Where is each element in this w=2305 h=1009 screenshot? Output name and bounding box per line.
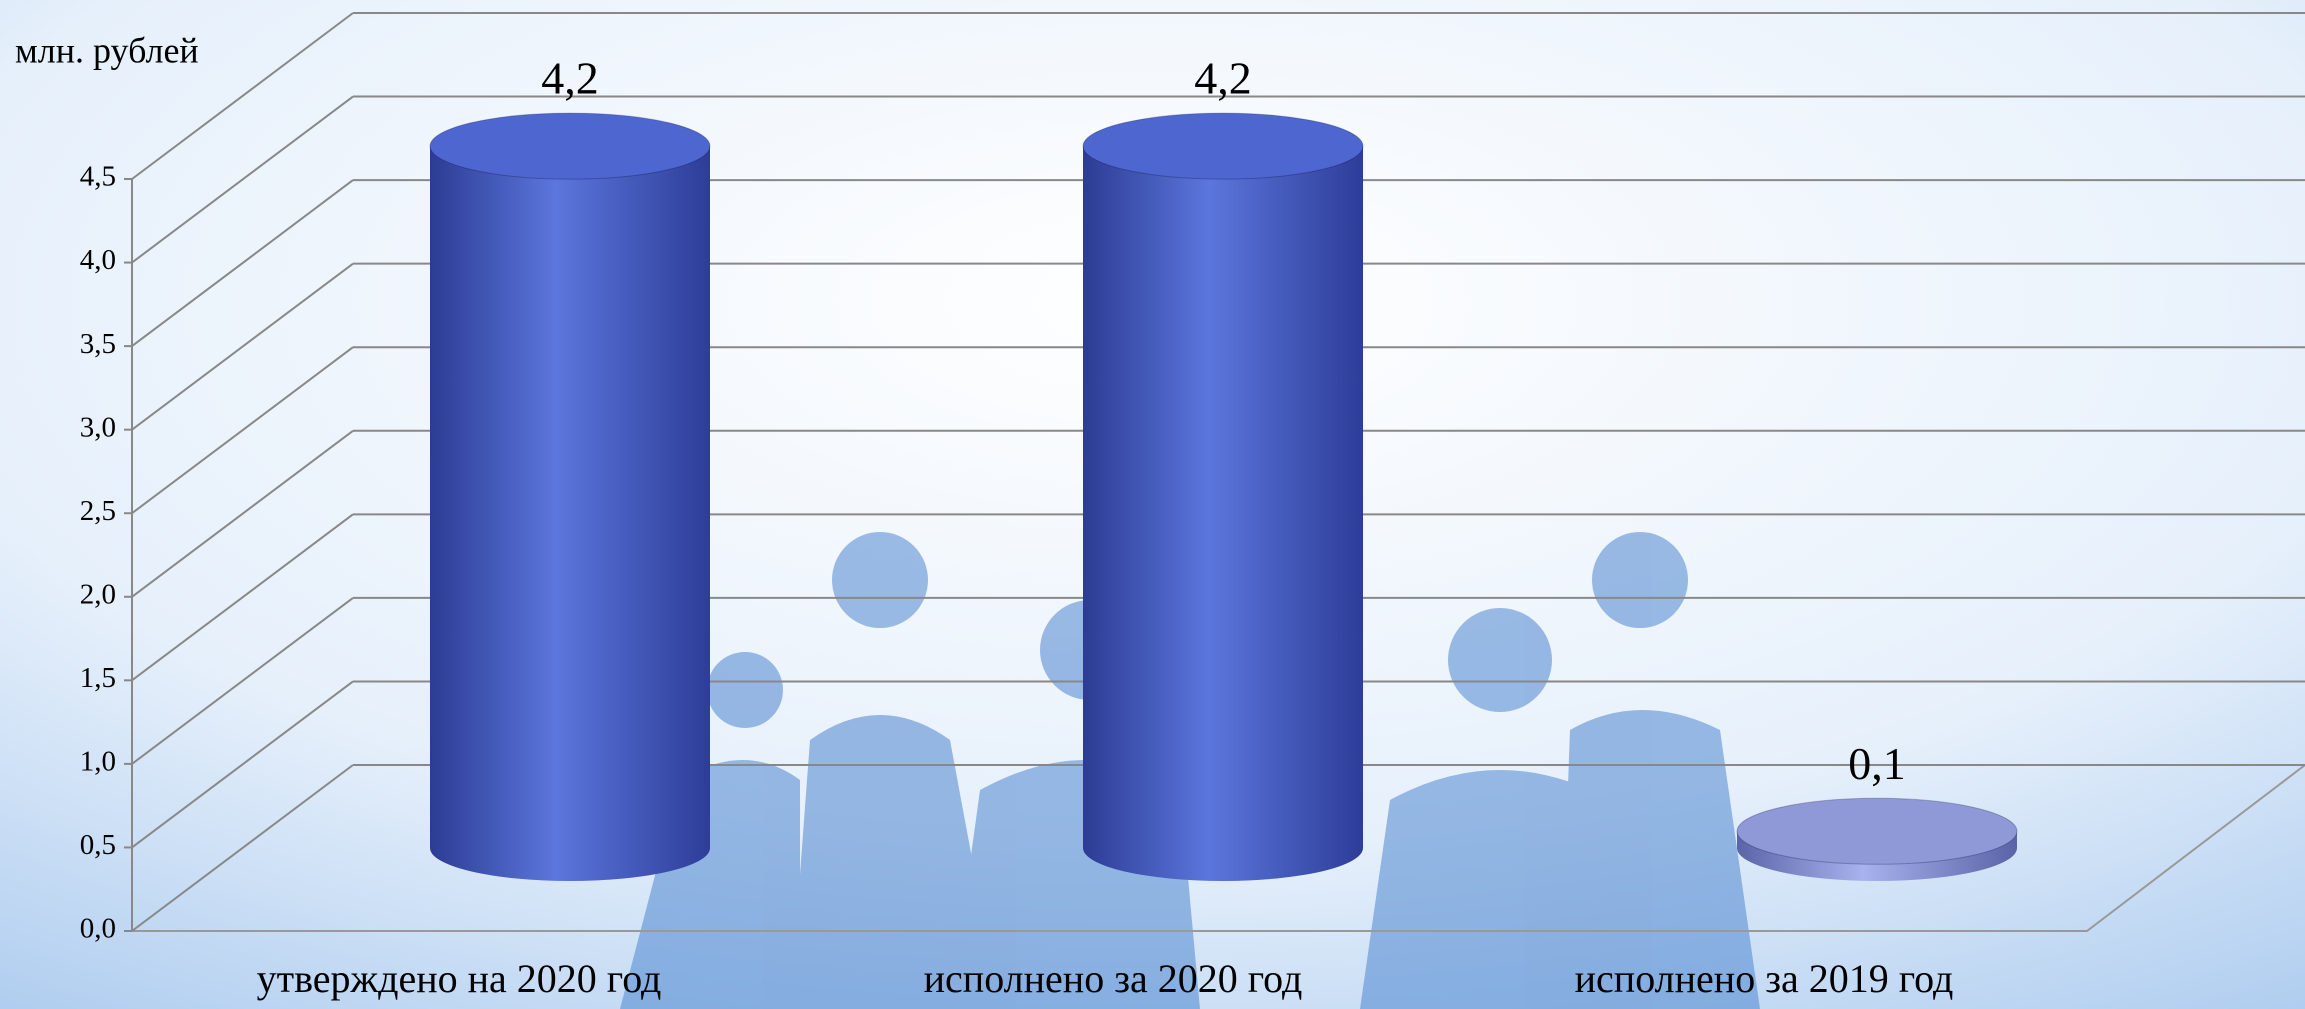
y-tick-label: 3,0 bbox=[80, 411, 116, 443]
grid-line bbox=[131, 262, 354, 431]
y-tick-label: 0,0 bbox=[80, 913, 116, 945]
cylinder bbox=[1083, 146, 1363, 881]
grid-line bbox=[131, 680, 354, 849]
x-tick-label: исполнено за 2020 год bbox=[924, 956, 1303, 1001]
grid-line bbox=[131, 12, 354, 180]
grid-line bbox=[131, 179, 354, 347]
value-label: 4,2 bbox=[1194, 53, 1252, 104]
cylinder bbox=[430, 146, 710, 882]
y-tick-label: 0,5 bbox=[80, 829, 116, 861]
x-tick-label: исполнено за 2019 год bbox=[1575, 956, 1954, 1001]
grid-line bbox=[131, 513, 354, 682]
grid-line bbox=[131, 429, 354, 598]
y-tick-label: 2,5 bbox=[80, 495, 116, 527]
x-tick-label: утверждено на 2020 год bbox=[257, 956, 662, 1001]
grid-line bbox=[131, 346, 354, 515]
cylinder-top bbox=[1082, 112, 1364, 180]
grid-line bbox=[131, 597, 354, 765]
silhouettes bbox=[620, 532, 1760, 1009]
y-tick-label: 1,0 bbox=[80, 746, 116, 778]
grid-line bbox=[131, 95, 354, 264]
floor-edge bbox=[132, 764, 2305, 932]
y-tick-label: 4,5 bbox=[80, 161, 116, 193]
y-tick-label: 1,5 bbox=[80, 662, 116, 694]
y-tick-label: 2,0 bbox=[80, 578, 116, 610]
value-label: 0,1 bbox=[1848, 738, 1906, 789]
cylinder-top bbox=[429, 112, 711, 180]
y-tick-label: 3,5 bbox=[80, 328, 116, 360]
cylinder-top bbox=[1736, 797, 2018, 865]
grid-line bbox=[131, 764, 354, 932]
y-tick-label: 4,0 bbox=[80, 244, 116, 276]
unit-label: млн. рублей bbox=[15, 30, 199, 70]
value-label: 4,2 bbox=[541, 53, 599, 104]
